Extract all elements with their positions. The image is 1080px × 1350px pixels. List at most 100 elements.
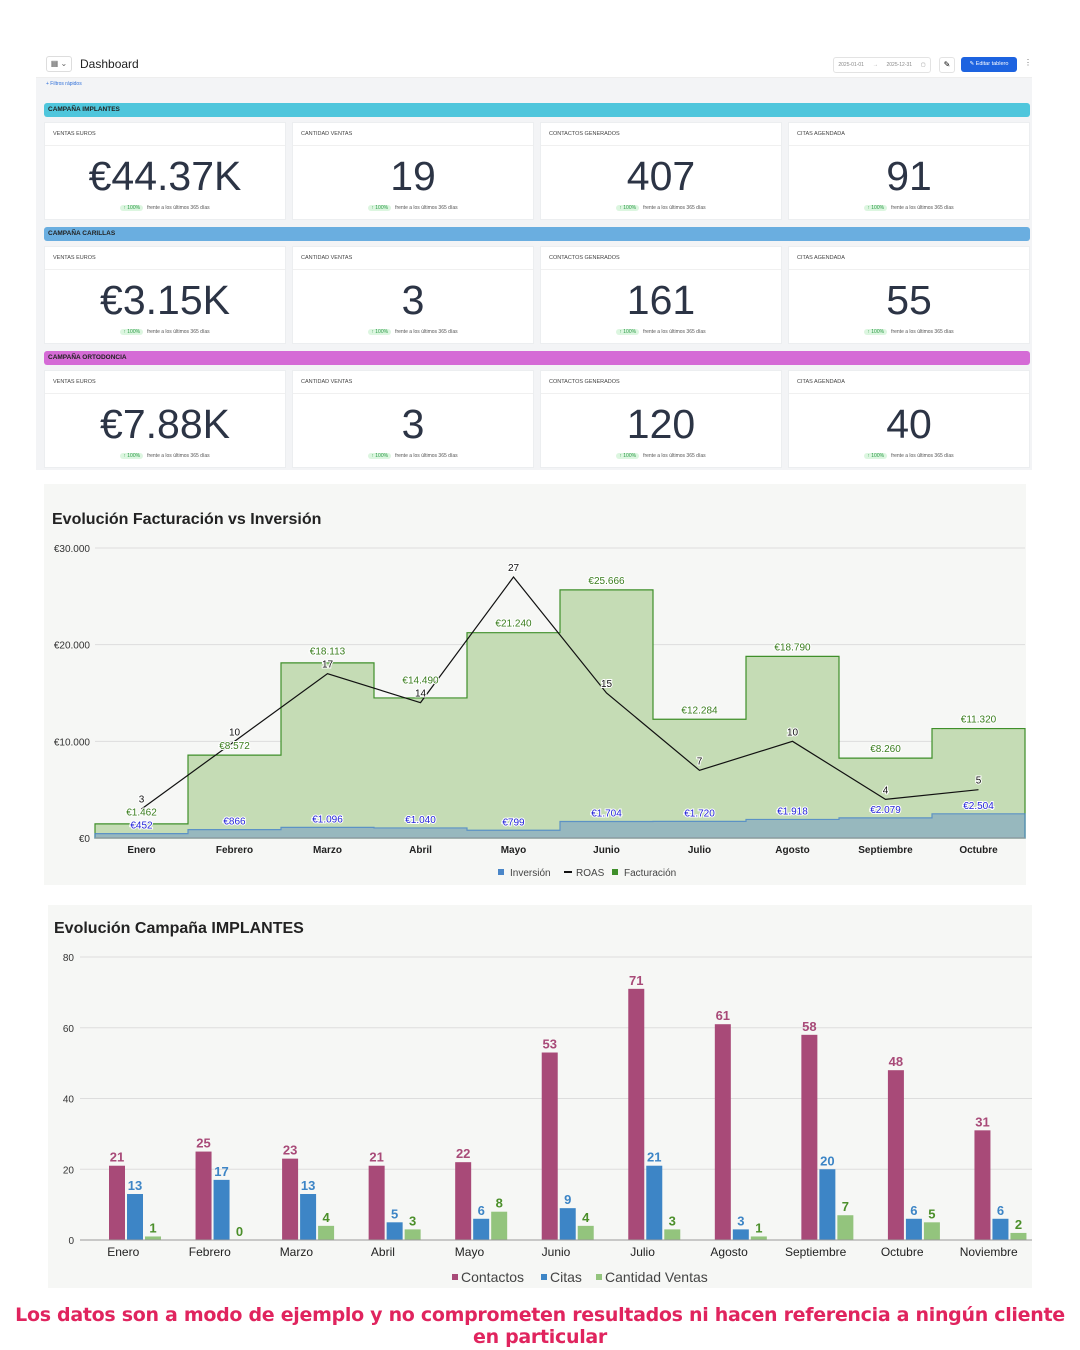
kpi-footnote: ↑ 100% frente a los últimos 365 días: [789, 205, 1029, 211]
legend-label: Facturación: [624, 868, 676, 879]
x-tick-label: Octubre: [959, 845, 998, 856]
kpi-card: CITAS AGENDADA 91 ↑ 100% frente a los últ…: [788, 122, 1030, 220]
bar-label: 3: [737, 1213, 744, 1228]
roas-label: 3: [139, 795, 145, 806]
bar-label: 3: [669, 1213, 676, 1228]
edit-dashboard-button[interactable]: ✎ Editar tablero: [961, 57, 1017, 72]
bar-Citas: [992, 1218, 1009, 1240]
bar-Contactos: [455, 1162, 472, 1240]
roas-label: 15: [601, 679, 613, 690]
bar-Cantidad Ventas: [318, 1225, 335, 1240]
investment-label: €1.918: [777, 806, 808, 817]
bar-label: 48: [889, 1054, 903, 1069]
kpi-value: 120: [626, 401, 696, 447]
date-to: 2025-12-31: [886, 62, 913, 68]
billing-label: €18.790: [774, 642, 811, 653]
x-tick-label: Marzo: [280, 1245, 314, 1259]
bar-Citas: [559, 1208, 576, 1240]
quick-filters-link[interactable]: + Filtros rápidos: [46, 81, 82, 87]
legend-swatch: [498, 869, 504, 875]
bar-label: 4: [582, 1210, 590, 1225]
kpi-value: 55: [886, 277, 932, 323]
billing-label: €8.260: [870, 744, 901, 755]
kpi-footnote: ↑ 100% frente a los últimos 365 días: [541, 453, 781, 459]
bar-label: 3: [409, 1213, 416, 1228]
kpi-label: CANTIDAD VENTAS: [301, 379, 353, 385]
bar-label: 71: [629, 973, 643, 988]
bar-label: 5: [928, 1206, 935, 1221]
legend-swatch: [452, 1274, 458, 1280]
more-options-icon[interactable]: ⋮: [1024, 58, 1032, 67]
x-tick-label: Mayo: [455, 1245, 485, 1259]
bar-Contactos: [282, 1158, 299, 1240]
bar-label: 61: [716, 1008, 730, 1023]
bar-Citas: [127, 1194, 143, 1240]
bar-Cantidad Ventas: [145, 1236, 161, 1240]
investment-label: €866: [223, 817, 246, 828]
legend-swatch: [541, 1274, 547, 1280]
kpi-label: CITAS AGENDADA: [797, 131, 845, 137]
investment-label: €1.096: [312, 814, 343, 825]
change-badge: ↑ 100%: [864, 453, 888, 459]
kpi-value: 40: [886, 401, 932, 447]
layout-icon: ▦ ⌄: [50, 59, 68, 68]
bar-label: 6: [478, 1203, 485, 1218]
kpi-value: 407: [626, 153, 696, 199]
bar-Citas: [473, 1218, 490, 1240]
bar-Citas: [386, 1222, 403, 1240]
y-tick-label: €0: [79, 834, 91, 845]
x-tick-label: Abril: [409, 845, 432, 856]
change-badge: ↑ 100%: [120, 453, 144, 459]
kpi-label: CONTACTOS GENERADOS: [549, 131, 620, 137]
bar-Citas: [732, 1229, 749, 1240]
pencil-icon: ✎: [943, 60, 951, 69]
bar-Citas: [819, 1169, 836, 1240]
investment-label: €2.079: [870, 805, 901, 816]
bar-label: 58: [802, 1019, 816, 1034]
bar-Cantidad Ventas: [837, 1215, 854, 1240]
bar-label: 13: [128, 1178, 142, 1193]
kpi-value: €7.88K: [100, 401, 230, 447]
layout-toggle-button[interactable]: ▦ ⌄: [46, 56, 72, 72]
investment-label: €1.704: [591, 809, 622, 820]
bar-Cantidad Ventas: [491, 1211, 508, 1240]
series-area-Facturación: [94, 589, 1026, 839]
bar-Contactos: [368, 1165, 385, 1240]
date-from: 2025-01-01: [838, 62, 864, 68]
change-badge: ↑ 100%: [616, 205, 640, 211]
x-tick-label: Enero: [127, 845, 155, 856]
legend-swatch: [596, 1274, 602, 1280]
kpi-footnote: ↑ 100% frente a los últimos 365 días: [45, 205, 285, 211]
bar-Cantidad Ventas: [750, 1236, 767, 1240]
section-header: CAMPAÑA ORTODONCIA: [44, 351, 1030, 365]
kpi-card: CANTIDAD VENTAS 3 ↑ 100% frente a los últ…: [292, 246, 534, 344]
kpi-footnote: ↑ 100% frente a los últimos 365 días: [45, 453, 285, 459]
x-tick-label: Agosto: [710, 1245, 748, 1259]
investment-label: €799: [502, 817, 525, 828]
legend-label: Inversión: [510, 868, 551, 879]
roas-label: 14: [415, 689, 427, 700]
kpi-label: CITAS AGENDADA: [797, 379, 845, 385]
bar-Contactos: [714, 1024, 731, 1240]
investment-label: €1.040: [405, 815, 436, 826]
series-area-Inversión: [94, 813, 1026, 839]
x-tick-label: Junio: [542, 1245, 571, 1259]
legend-label: Contactos: [461, 1269, 524, 1285]
kpi-card: CONTACTOS GENERADOS 407 ↑ 100% frente a l…: [540, 122, 782, 220]
y-tick-label: €20.000: [54, 641, 91, 652]
kpi-card: VENTAS EUROS €44.37K ↑ 100% frente a los …: [44, 122, 286, 220]
bar-label: 6: [997, 1203, 1004, 1218]
dashboard: ▦ ⌄ Dashboard 2025-01-01 → 2025-12-31 ▢ ✎ …: [36, 50, 1032, 470]
y-tick-label: 20: [63, 1165, 75, 1176]
disclaimer: Los datos son a modo de ejemplo y no com…: [15, 1304, 1065, 1348]
pencil-button[interactable]: ✎: [939, 57, 955, 73]
legend-swatch: [612, 869, 618, 875]
bar-label: 23: [283, 1143, 297, 1158]
date-range-picker[interactable]: 2025-01-01 → 2025-12-31 ▢: [833, 57, 931, 73]
y-tick-label: 40: [63, 1095, 75, 1106]
billing-label: €12.284: [681, 705, 718, 716]
bar-Cantidad Ventas: [577, 1225, 594, 1240]
bar-Contactos: [195, 1151, 212, 1240]
roas-label: 5: [976, 776, 982, 787]
